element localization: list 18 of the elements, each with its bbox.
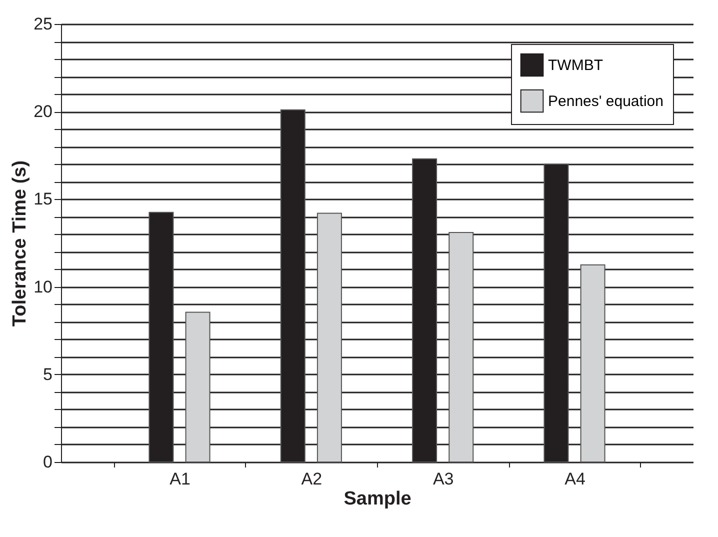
x-axis-title: Sample: [344, 488, 412, 510]
y-tick-label: 25: [34, 14, 52, 34]
x-tick-label: A4: [564, 470, 586, 488]
y-axis-title: Tolerance Time (s): [10, 160, 31, 327]
bar: [185, 312, 210, 462]
bar: [448, 232, 474, 462]
y-tick-label: 20: [34, 102, 52, 122]
bar: [316, 212, 342, 462]
y-tick-label: 15: [34, 190, 52, 209]
bar: [580, 264, 606, 462]
y-tick-label: 5: [43, 364, 52, 384]
x-tick-label: A2: [301, 470, 322, 488]
legend-label: TWMBT: [548, 57, 603, 74]
legend-label: Pennes' equation: [548, 93, 664, 110]
x-tick-label: A1: [170, 470, 190, 488]
x-tick-label: A3: [432, 470, 454, 488]
y-tick-label: 0: [43, 452, 52, 472]
y-tick-label: 10: [34, 277, 52, 296]
